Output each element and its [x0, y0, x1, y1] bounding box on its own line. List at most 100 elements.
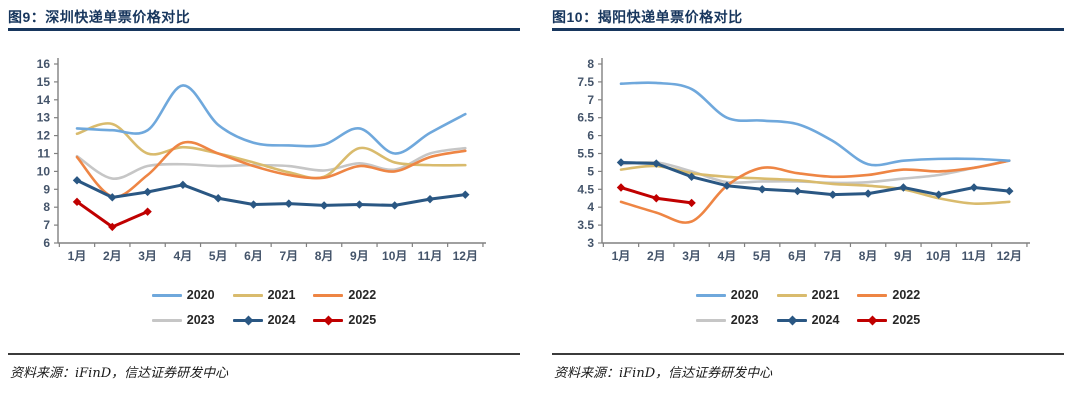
series-marker-2024	[1005, 186, 1014, 196]
y-tick-label: 4	[587, 200, 594, 214]
y-tick-label: 7.5	[577, 75, 594, 89]
y-tick-label: 7	[43, 218, 50, 232]
y-tick-label: 9	[43, 182, 50, 196]
series-line-2021	[619, 164, 1011, 206]
y-tick-label: 6	[587, 129, 594, 143]
series-line-2023	[75, 146, 467, 180]
series-marker-2025	[652, 194, 661, 203]
legend-item-2022: 2022	[857, 288, 920, 302]
x-tick-label: 4月	[718, 249, 737, 263]
legend-line-swatch	[232, 315, 263, 325]
x-tick-label: 2月	[647, 249, 666, 263]
x-tick-label: 3月	[682, 249, 701, 263]
legend-line-swatch	[776, 315, 807, 325]
legend-label: 2022	[892, 288, 921, 302]
x-tick-label: 5月	[209, 249, 228, 263]
legend-line-swatch	[695, 293, 726, 297]
x-tick-label: 12月	[453, 249, 478, 263]
figure-9-source-text: 资料来源：iFinD，信达证券研发中心	[10, 366, 229, 381]
legend-item-2024: 2024	[776, 313, 840, 327]
legend-label: 2020	[730, 288, 759, 302]
legend-label: 2024	[811, 313, 840, 327]
legend-item-2023: 2023	[695, 313, 759, 327]
x-tick-label: 11月	[418, 249, 443, 263]
series-marker-2025	[616, 183, 626, 192]
series-marker-2024	[72, 176, 82, 185]
legend-row: 2020 2021 2022	[8, 288, 520, 302]
legend-diamond-marker-icon	[867, 315, 878, 325]
y-tick-label: 3.5	[577, 218, 594, 232]
series-marker-2024	[969, 183, 979, 192]
x-tick-label: 11月	[962, 249, 987, 263]
series-marker-2024	[828, 190, 837, 199]
series-marker-2024	[687, 172, 696, 181]
x-tick-label: 1月	[612, 249, 631, 263]
y-tick-label: 8	[587, 57, 594, 71]
figure-10-title: 图10：揭阳快递单票价格对比	[552, 9, 743, 25]
series-line-2022	[75, 140, 467, 199]
legend-label: 2020	[186, 288, 215, 302]
x-tick-label: 12月	[997, 249, 1022, 263]
legend-item-2024: 2024	[232, 313, 296, 327]
series-marker-2025	[687, 198, 696, 208]
legend-item-2021: 2021	[776, 288, 839, 302]
figure-9: 图9：深圳快递单票价格对比 6 7 8 9 10 11 12 13 14 15 16 1月 2月 3月 4月…	[8, 0, 520, 400]
figure-9-legend: 2020 2021 2022 2023 2024 2025	[8, 288, 520, 338]
series-marker-2024	[214, 194, 223, 203]
legend-row: 2020 2021 2022	[552, 288, 1064, 302]
jieyang-price-line-chart: 3 3.5 4 4.5 5 5.5 6 6.5 7 7.5 8 1月 2月 3月 4月 5月 6月 7月 8月 9月 1…	[577, 57, 1030, 263]
series-marker-2024	[899, 183, 908, 192]
legend-label: 2025	[348, 313, 377, 327]
x-tick-label: 6月	[244, 249, 263, 263]
x-tick-label: 9月	[894, 249, 913, 263]
legend-label: 2025	[892, 313, 921, 327]
legend-diamond-marker-icon	[243, 315, 254, 325]
y-tick-label: 12	[37, 129, 51, 143]
x-tick-label: 10月	[382, 249, 407, 263]
series-marker-2025	[72, 197, 82, 207]
legend-item-2021: 2021	[232, 288, 295, 302]
y-tick-label: 16	[37, 57, 51, 71]
legend-line-swatch	[776, 293, 807, 297]
y-tick-label: 13	[37, 111, 51, 125]
legend-label: 2024	[267, 313, 296, 327]
series-marker-2024	[284, 199, 293, 208]
y-tick-label: 5	[587, 164, 594, 178]
y-tick-label: 4.5	[577, 182, 594, 196]
legend-item-2020: 2020	[695, 288, 759, 302]
figure-9-source-divider	[8, 353, 520, 355]
x-tick-label: 4月	[174, 249, 193, 263]
figure-10-source-text: 资料来源：iFinD，信达证券研发中心	[554, 366, 773, 381]
legend-item-2025: 2025	[857, 313, 920, 327]
legend-row: 2023 2024 2025	[552, 313, 1064, 327]
x-tick-label: 2月	[103, 249, 122, 263]
series-marker-2024	[319, 201, 329, 210]
x-tick-label: 1月	[68, 249, 87, 263]
y-tick-label: 6.5	[577, 111, 594, 125]
legend-diamond-marker-icon	[787, 315, 798, 325]
series-marker-2024	[758, 185, 767, 194]
series-marker-2024	[616, 158, 626, 167]
legend-item-2022: 2022	[313, 288, 376, 302]
series-marker-2024	[461, 190, 470, 199]
series-marker-2025	[143, 207, 152, 216]
legend-line-swatch	[695, 318, 726, 322]
x-tick-label: 7月	[823, 249, 842, 263]
series-marker-2024	[793, 186, 802, 196]
y-tick-label: 3	[587, 236, 594, 250]
y-tick-label: 5.5	[577, 147, 594, 161]
figure-10-source-divider	[552, 353, 1064, 355]
series-marker-2024	[178, 180, 188, 190]
x-tick-label: 9月	[350, 249, 369, 263]
y-tick-label: 14	[37, 93, 51, 107]
figure-10-title-underline	[552, 28, 1064, 31]
series-marker-2024	[390, 201, 399, 210]
x-tick-label: 7月	[279, 249, 298, 263]
legend-line-swatch	[857, 315, 888, 325]
series-line-2022	[619, 159, 1011, 224]
legend-row: 2023 2024 2025	[8, 313, 520, 327]
x-tick-label: 8月	[859, 249, 878, 263]
series-line-2020	[75, 84, 467, 155]
figure-9-title: 图9：深圳快递单票价格对比	[8, 9, 191, 25]
